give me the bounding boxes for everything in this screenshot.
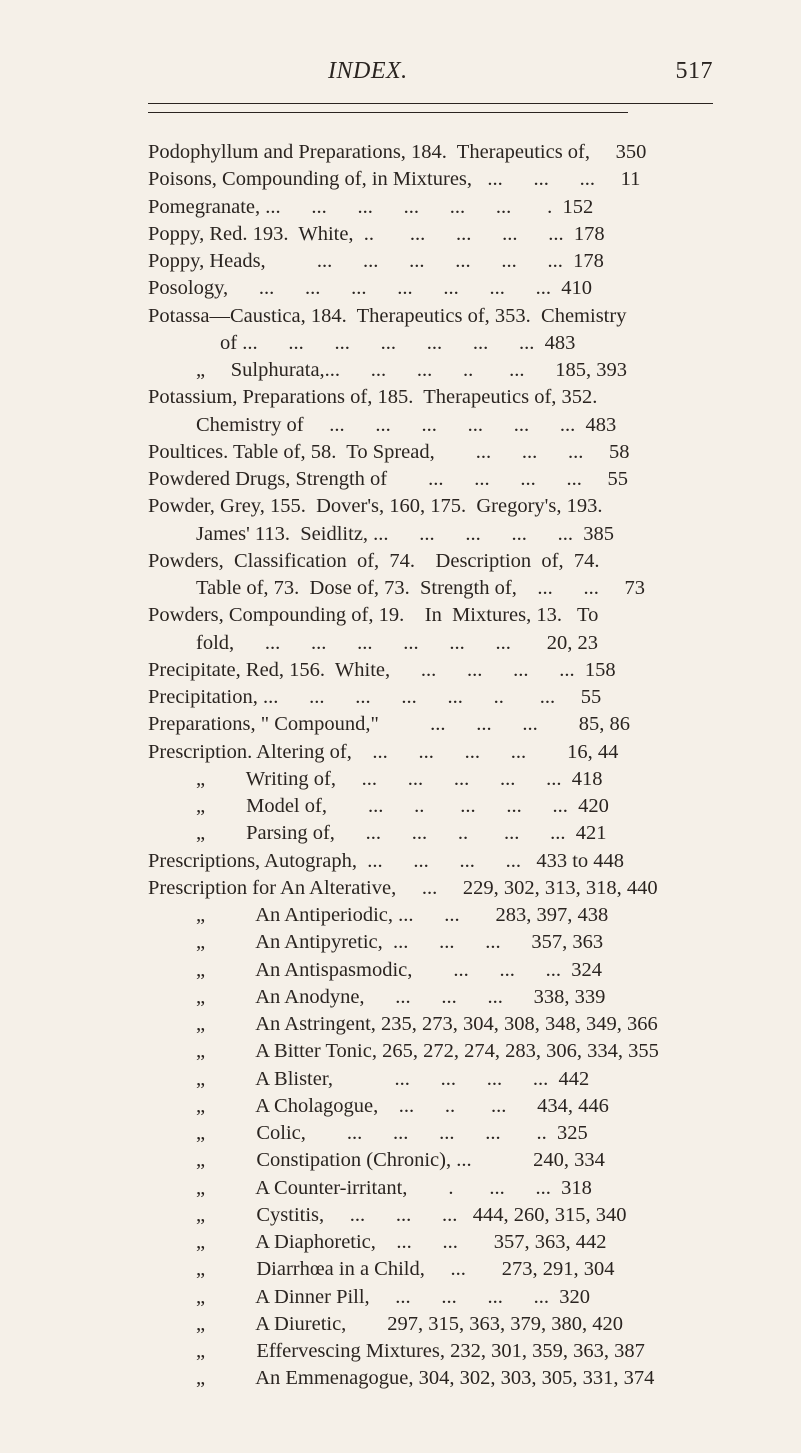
index-line: Prescription for An Alterative, ... 229,… [148,875,713,902]
index-line: Prescription. Altering of, ... ... ... .… [148,739,713,766]
index-line: Posology, ... ... ... ... ... ... ... 41… [148,275,713,302]
index-line: „ An Emmenagogue, 304, 302, 303, 305, 33… [148,1365,713,1392]
index-line: „ Colic, ... ... ... ... .. 325 [148,1120,713,1147]
index-page: INDEX. 517 Podophyllum and Preparations,… [0,0,801,1453]
index-line: „ Writing of, ... ... ... ... ... 418 [148,766,713,793]
index-line: „ A Counter-irritant, . ... ... 318 [148,1175,713,1202]
page-number: 517 [676,58,714,85]
index-line: Powders, Compounding of, 19. In Mixtures… [148,602,713,629]
index-line: Poultices. Table of, 58. To Spread, ... … [148,439,713,466]
index-entries: Podophyllum and Preparations, 184. Thera… [148,139,713,1393]
index-line: „ Model of, ... .. ... ... ... 420 [148,793,713,820]
index-line: „ A Blister, ... ... ... ... 442 [148,1066,713,1093]
index-line: Podophyllum and Preparations, 184. Thera… [148,139,713,166]
index-line: „ A Dinner Pill, ... ... ... ... 320 [148,1284,713,1311]
index-line: „ An Antipyretic, ... ... ... 357, 363 [148,929,713,956]
index-line: „ Sulphurata,... ... ... .. ... 185, 393 [148,357,713,384]
index-line: „ Parsing of, ... ... .. ... ... 421 [148,820,713,847]
rule-short [148,112,628,113]
index-line: Prescriptions, Autograph, ... ... ... ..… [148,848,713,875]
page-header: INDEX. 517 [148,58,713,85]
index-line: „ A Diuretic, 297, 315, 363, 379, 380, 4… [148,1311,713,1338]
index-line: Preparations, " Compound," ... ... ... 8… [148,711,713,738]
index-line: Table of, 73. Dose of, 73. Strength of, … [148,575,713,602]
index-line: Powders, Classification of, 74. Descript… [148,548,713,575]
index-line: „ A Diaphoretic, ... ... 357, 363, 442 [148,1229,713,1256]
index-line: Poisons, Compounding of, in Mixtures, ..… [148,166,713,193]
index-line: James' 113. Seidlitz, ... ... ... ... ..… [148,521,713,548]
index-line: of ... ... ... ... ... ... ... 483 [148,330,713,357]
index-line: Poppy, Heads, ... ... ... ... ... ... 17… [148,248,713,275]
index-line: „ Cystitis, ... ... ... 444, 260, 315, 3… [148,1202,713,1229]
index-line: Powdered Drugs, Strength of ... ... ... … [148,466,713,493]
index-line: Poppy, Red. 193. White, .. ... ... ... .… [148,221,713,248]
index-line: Precipitation, ... ... ... ... ... .. ..… [148,684,713,711]
index-line: „ An Antispasmodic, ... ... ... 324 [148,957,713,984]
index-line: „ An Astringent, 235, 273, 304, 308, 348… [148,1011,713,1038]
rule-top [148,103,713,104]
index-line: fold, ... ... ... ... ... ... 20, 23 [148,630,713,657]
index-line: „ A Bitter Tonic, 265, 272, 274, 283, 30… [148,1038,713,1065]
index-line: „ An Antiperiodic, ... ... 283, 397, 438 [148,902,713,929]
index-line: Precipitate, Red, 156. White, ... ... ..… [148,657,713,684]
index-line: Powder, Grey, 155. Dover's, 160, 175. Gr… [148,493,713,520]
index-line: „ Diarrhœa in a Child, ... 273, 291, 304 [148,1256,713,1283]
index-line: „ An Anodyne, ... ... ... 338, 339 [148,984,713,1011]
header-title: INDEX. [328,58,408,85]
index-line: Potassium, Preparations of, 185. Therape… [148,384,713,411]
index-line: Chemistry of ... ... ... ... ... ... 483 [148,412,713,439]
index-line: „ Constipation (Chronic), ... 240, 334 [148,1147,713,1174]
index-line: „ A Cholagogue, ... .. ... 434, 446 [148,1093,713,1120]
index-line: „ Effervescing Mixtures, 232, 301, 359, … [148,1338,713,1365]
index-line: Potassa—Caustica, 184. Therapeutics of, … [148,303,713,330]
index-line: Pomegranate, ... ... ... ... ... ... . 1… [148,194,713,221]
